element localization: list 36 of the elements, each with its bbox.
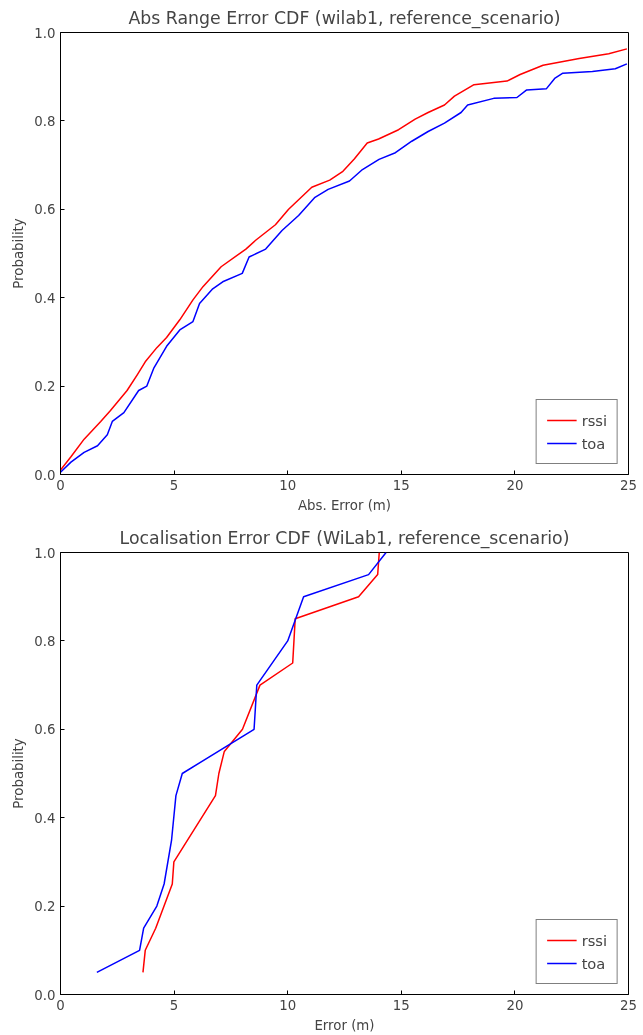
legend-label: toa	[581, 954, 606, 972]
chart-title: Localisation Error CDF (WiLab1, reference_scenario)	[119, 527, 570, 549]
x-tick-label: 0	[56, 477, 65, 493]
y-axis-title: Probability	[11, 218, 27, 289]
x-tick-label: 20	[506, 997, 524, 1013]
y-tick-label: 0.8	[34, 113, 56, 129]
x-axis-title: Abs. Error (m)	[297, 497, 392, 513]
y-tick-label: 0.8	[34, 633, 56, 649]
x-tick-label: 10	[279, 477, 297, 493]
y-tick-label: 0.6	[34, 202, 56, 218]
y-axis-title: Probability	[11, 738, 27, 809]
y-tick-label: 0.2	[34, 899, 56, 915]
x-tick-label: 15	[392, 477, 410, 493]
y-tick-label: 0.0	[34, 467, 56, 483]
x-tick-label: 5	[169, 997, 179, 1013]
x-tick-label: 15	[392, 997, 410, 1013]
y-tick-label: 1.0	[34, 25, 56, 41]
x-tick-label: 25	[620, 477, 637, 493]
y-tick-label: 1.0	[34, 545, 56, 561]
y-tick-label: 0.4	[34, 290, 56, 306]
y-tick-label: 0.6	[34, 722, 56, 738]
x-tick-label: 20	[506, 477, 524, 493]
x-axis-title: Error (m)	[314, 1017, 375, 1033]
x-tick-label: 0	[56, 997, 65, 1013]
y-tick-label: 0.4	[34, 810, 56, 826]
y-tick-label: 0.2	[34, 379, 56, 395]
legend-label: rssi	[581, 411, 607, 429]
x-tick-label: 10	[279, 997, 297, 1013]
x-tick-label: 5	[169, 477, 179, 493]
chart-title: Abs Range Error CDF (wilab1, reference_scenario)	[128, 7, 561, 29]
line-series	[142, 552, 381, 974]
legend-label: toa	[581, 434, 606, 452]
y-tick-label: 0.0	[34, 987, 56, 1003]
legend-label: rssi	[581, 931, 607, 949]
line-series	[96, 552, 387, 974]
x-tick-label: 25	[620, 997, 637, 1013]
